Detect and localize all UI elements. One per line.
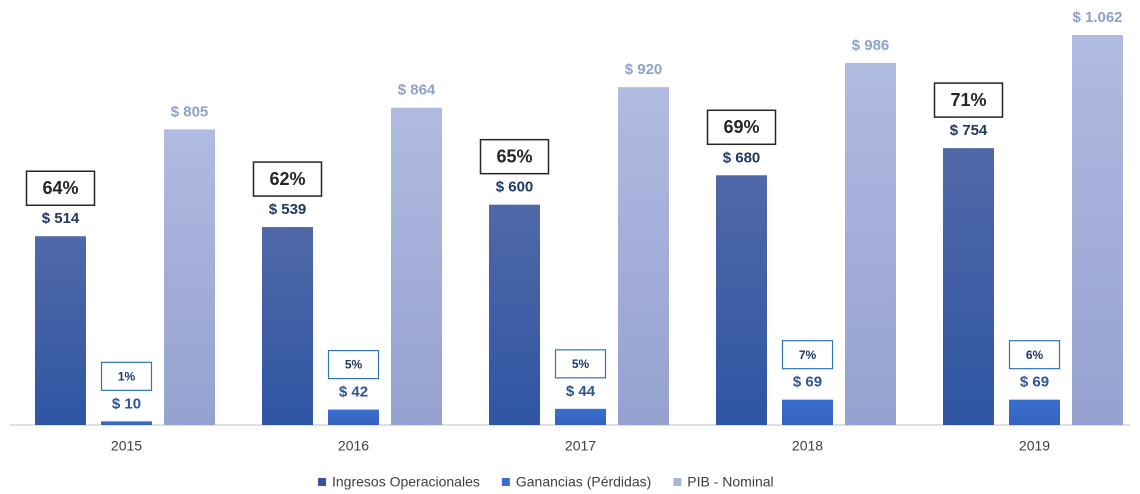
percent-label: 71%: [950, 90, 986, 110]
value-label: $ 42: [339, 384, 368, 401]
percent-label: 6%: [1026, 348, 1044, 362]
bar: [943, 148, 994, 425]
legend-swatch: [673, 478, 682, 486]
value-label: $ 986: [852, 37, 890, 54]
bar: [555, 408, 606, 425]
bar: [845, 62, 896, 425]
bar: [716, 175, 767, 425]
percent-box: [706, 109, 777, 146]
percent-box: [327, 349, 380, 380]
value-label: $ 864: [398, 82, 436, 99]
percent-box: [554, 349, 607, 379]
value-label: $ 805: [171, 103, 209, 120]
percent-label: 5%: [572, 357, 590, 371]
x-tick-label: 2017: [565, 438, 596, 454]
bar: [391, 107, 442, 426]
bar: [1009, 399, 1060, 425]
bar: [328, 409, 379, 425]
percent-label: 7%: [799, 348, 817, 362]
percent-label: 5%: [345, 358, 363, 372]
value-label: $ 44: [566, 383, 596, 400]
legend-label: PIB - Nominal: [687, 474, 773, 490]
x-tick-label: 2019: [1019, 438, 1050, 454]
value-label: $ 69: [1020, 374, 1049, 391]
percent-box: [25, 170, 96, 206]
bar: [164, 129, 215, 425]
value-label: $ 680: [723, 149, 761, 166]
value-label: $ 920: [625, 61, 663, 78]
bar: [782, 399, 833, 425]
value-label: $ 69: [793, 374, 822, 391]
value-label: $ 514: [42, 210, 80, 227]
x-tick-label: 2018: [792, 438, 823, 454]
percent-label: 64%: [42, 178, 78, 198]
x-tick-label: 2016: [338, 438, 369, 454]
percent-label: 69%: [723, 117, 759, 137]
percent-box: [479, 138, 550, 175]
value-label: $ 600: [496, 179, 534, 196]
legend-swatch: [501, 478, 510, 486]
percent-box: [100, 361, 153, 391]
percent-box: [252, 161, 323, 197]
value-label: $ 754: [950, 122, 988, 139]
legend-swatch: [318, 478, 326, 486]
legend-label: Ingresos Operacionales: [332, 474, 480, 490]
x-tick-label: 2015: [111, 438, 142, 454]
percent-label: 1%: [118, 369, 136, 383]
percent-label: 65%: [496, 146, 532, 166]
value-label: $ 539: [269, 201, 307, 218]
bar: [1072, 35, 1123, 425]
value-label: $ 10: [112, 395, 141, 412]
percent-box: [1008, 340, 1061, 370]
legend-label: Ganancias (Pérdidas): [516, 474, 651, 490]
bar: [618, 87, 669, 425]
percent-box: [933, 82, 1004, 118]
bar: [489, 204, 540, 425]
bar: [35, 236, 86, 425]
value-label: $ 1.062: [1072, 9, 1122, 26]
percent-box: [781, 340, 834, 370]
bar: [101, 421, 152, 425]
bar: [262, 227, 313, 425]
percent-label: 62%: [269, 169, 305, 189]
